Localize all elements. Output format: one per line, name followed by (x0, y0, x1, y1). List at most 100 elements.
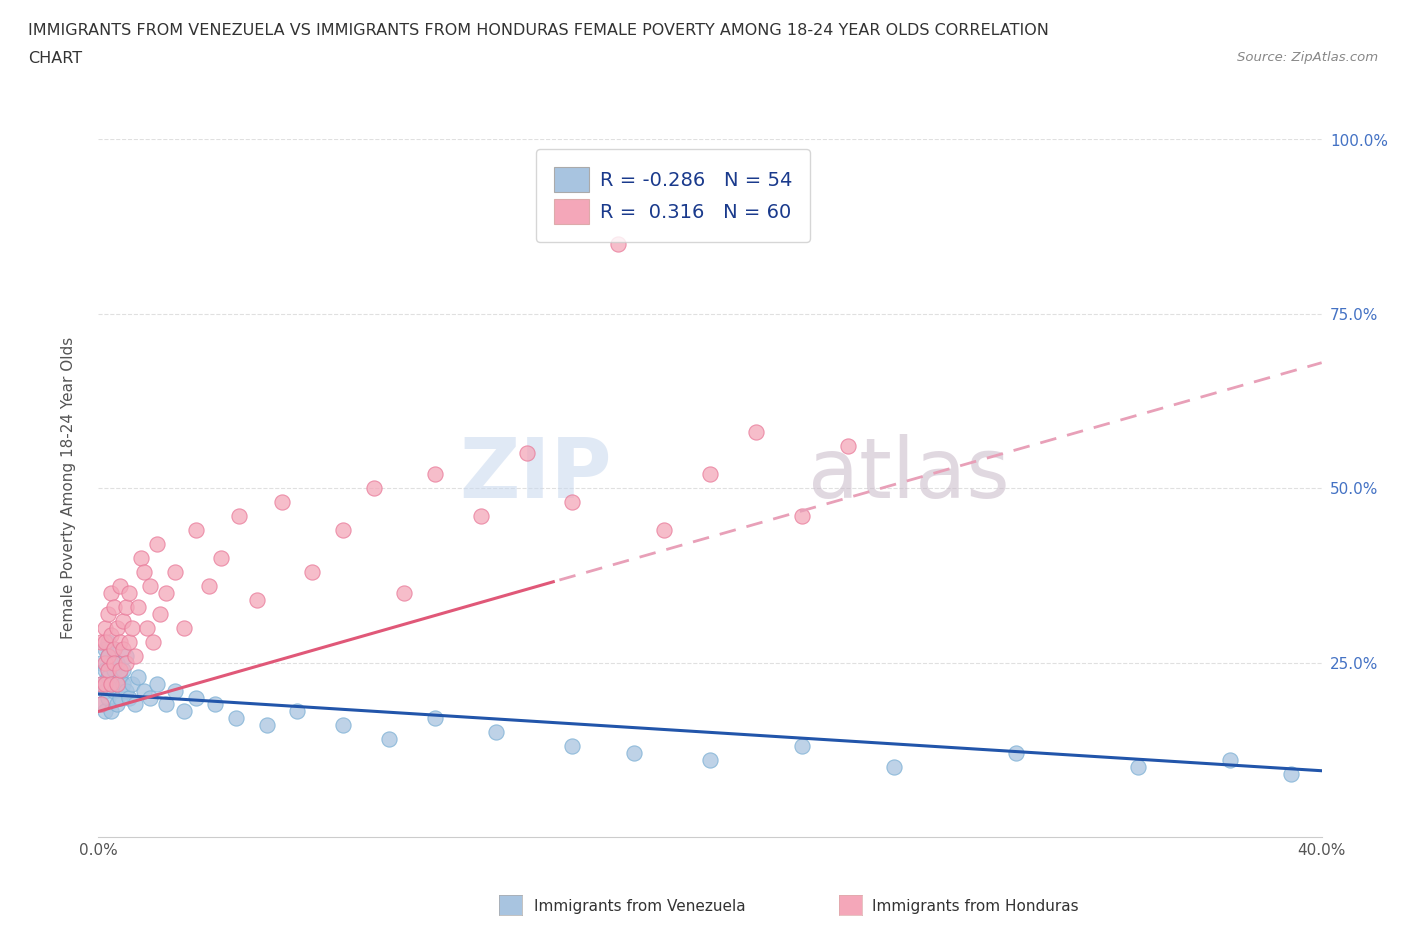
Point (90, 656, 112, 671)
Point (301, 565, 323, 579)
Point (173, 620, 195, 635)
Point (149, 606, 172, 621)
Point (163, 565, 186, 579)
Point (790, 738, 813, 753)
Point (115, 648, 138, 663)
Point (1004, 746, 1026, 761)
Point (173, 704, 195, 719)
Point (93, 634, 115, 649)
Point (100, 704, 122, 719)
Point (103, 600, 125, 615)
Point (108, 578, 131, 593)
Point (837, 439, 859, 454)
Point (90, 676, 112, 691)
Point (105, 676, 128, 691)
Point (186, 690, 208, 705)
Point (103, 642, 125, 657)
Point (256, 718, 278, 733)
Point (228, 509, 250, 524)
Point (111, 662, 134, 677)
Point (423, 467, 446, 482)
Point (392, 586, 416, 601)
Point (100, 628, 122, 643)
Point (883, 760, 905, 775)
Point (652, 523, 675, 538)
Point (115, 656, 138, 671)
Point (699, 753, 721, 768)
Point (108, 634, 131, 649)
Point (623, 746, 645, 761)
Point (111, 642, 134, 657)
Point (155, 698, 177, 712)
Legend: R = -0.286   N = 54, R =  0.316   N = 60: R = -0.286 N = 54, R = 0.316 N = 60 (536, 149, 810, 242)
Point (127, 670, 149, 684)
Point (103, 656, 125, 671)
Point (118, 690, 141, 705)
Point (561, 495, 583, 510)
Point (97, 690, 120, 705)
Point (90, 698, 112, 712)
Point (108, 690, 131, 705)
Point (204, 698, 226, 712)
Point (97, 648, 120, 663)
Point (699, 467, 721, 482)
Text: Source: ZipAtlas.com: Source: ZipAtlas.com (1237, 51, 1378, 64)
Point (90, 698, 112, 712)
Point (561, 738, 583, 753)
Point (136, 620, 159, 635)
Point (197, 578, 219, 593)
Point (139, 690, 162, 705)
Point (97, 606, 120, 621)
Point (90, 634, 112, 649)
Point (108, 670, 131, 684)
Point (145, 676, 167, 691)
Point (129, 551, 152, 565)
Point (332, 523, 354, 538)
Text: ZIP: ZIP (460, 433, 612, 515)
Text: Immigrants from Venezuela: Immigrants from Venezuela (534, 899, 747, 914)
Point (186, 523, 208, 538)
Point (97, 662, 120, 677)
Point (246, 592, 269, 607)
Point (163, 683, 186, 698)
Point (363, 481, 385, 496)
Point (93, 656, 115, 671)
Point (470, 509, 492, 524)
Point (485, 725, 508, 740)
Point (745, 425, 768, 440)
Point (790, 509, 813, 524)
Text: IMMIGRANTS FROM VENEZUELA VS IMMIGRANTS FROM HONDURAS FEMALE POVERTY AMONG 18-24: IMMIGRANTS FROM VENEZUELA VS IMMIGRANTS … (28, 23, 1049, 38)
Point (100, 586, 122, 601)
Point (93, 676, 115, 691)
Point (378, 732, 401, 747)
Point (111, 614, 134, 629)
Point (93, 662, 115, 677)
Point (134, 565, 156, 579)
Point (285, 704, 308, 719)
Point (103, 683, 125, 698)
Point (145, 537, 167, 551)
Point (90, 676, 112, 691)
Point (139, 578, 162, 593)
Point (134, 683, 156, 698)
Point (111, 676, 134, 691)
Point (1219, 753, 1241, 768)
Point (118, 586, 141, 601)
Point (118, 634, 141, 649)
Point (93, 642, 115, 657)
Point (124, 698, 146, 712)
Point (108, 662, 131, 677)
Point (1128, 760, 1150, 775)
Point (97, 670, 120, 684)
Point (115, 683, 138, 698)
Point (332, 718, 354, 733)
Point (142, 634, 165, 649)
Point (121, 676, 143, 691)
Point (115, 600, 138, 615)
Point (155, 586, 177, 601)
Text: atlas: atlas (808, 433, 1010, 515)
Point (121, 620, 143, 635)
Point (93, 704, 115, 719)
Text: Immigrants from Honduras: Immigrants from Honduras (872, 899, 1078, 914)
Point (103, 642, 125, 657)
